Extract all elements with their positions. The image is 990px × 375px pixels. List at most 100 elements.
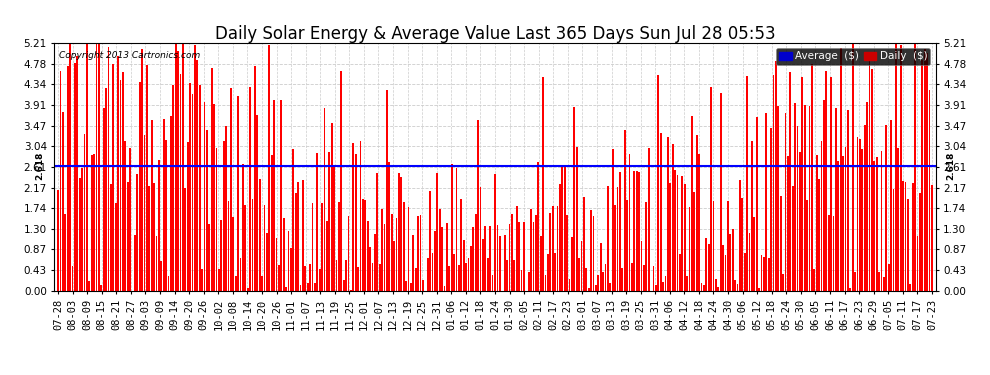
Bar [446, 223, 447, 291]
Bar [679, 254, 681, 291]
Bar [833, 216, 835, 291]
Bar [194, 45, 196, 291]
Bar [789, 72, 791, 291]
Bar [144, 135, 146, 291]
Bar [352, 143, 354, 291]
Bar [134, 235, 136, 291]
Bar [467, 258, 469, 291]
Bar [125, 141, 126, 291]
Bar [408, 207, 410, 291]
Bar [256, 115, 258, 291]
Bar [86, 44, 88, 291]
Bar [290, 248, 292, 291]
Bar [645, 202, 647, 291]
Bar [551, 206, 553, 291]
Bar [251, 199, 253, 291]
Bar [722, 245, 724, 291]
Bar [350, 290, 351, 291]
Bar [831, 77, 832, 291]
Bar [878, 272, 880, 291]
Bar [636, 171, 638, 291]
Bar [718, 287, 719, 291]
Bar [859, 140, 861, 291]
Bar [725, 255, 727, 291]
Bar [417, 216, 419, 291]
Bar [516, 206, 518, 291]
Bar [703, 285, 705, 291]
Bar [69, 43, 71, 291]
Bar [619, 172, 621, 291]
Bar [96, 43, 97, 291]
Bar [746, 75, 748, 291]
Text: 2.618: 2.618 [35, 152, 44, 180]
Bar [410, 284, 412, 291]
Bar [117, 56, 119, 291]
Bar [602, 272, 604, 291]
Bar [669, 183, 671, 291]
Bar [388, 162, 390, 291]
Bar [213, 104, 215, 291]
Bar [225, 126, 227, 291]
Bar [271, 155, 272, 291]
Bar [280, 100, 282, 291]
Bar [504, 236, 506, 291]
Bar [494, 174, 496, 291]
Bar [770, 128, 772, 291]
Bar [374, 234, 376, 291]
Bar [321, 203, 323, 291]
Bar [240, 258, 242, 291]
Bar [463, 240, 464, 291]
Bar [854, 272, 856, 291]
Bar [905, 182, 907, 291]
Bar [179, 74, 181, 291]
Text: 2.618: 2.618 [946, 152, 955, 180]
Bar [546, 254, 548, 291]
Bar [398, 173, 400, 291]
Bar [823, 100, 825, 291]
Bar [893, 189, 894, 291]
Bar [288, 231, 289, 291]
Bar [187, 142, 189, 291]
Bar [797, 126, 798, 291]
Bar [432, 253, 434, 291]
Bar [765, 113, 767, 291]
Bar [347, 216, 349, 291]
Bar [300, 285, 301, 291]
Bar [472, 227, 474, 291]
Bar [177, 51, 179, 291]
Bar [420, 215, 422, 291]
Bar [455, 168, 457, 291]
Bar [376, 173, 378, 291]
Bar [693, 192, 695, 291]
Bar [314, 283, 316, 291]
Bar [720, 93, 722, 291]
Bar [768, 258, 769, 291]
Bar [98, 43, 100, 291]
Bar [405, 281, 407, 291]
Bar [931, 184, 933, 291]
Bar [856, 137, 858, 291]
Bar [743, 253, 745, 291]
Bar [189, 83, 191, 291]
Bar [585, 268, 587, 291]
Bar [172, 85, 174, 291]
Text: Copyright 2013 Cartronics.com: Copyright 2013 Cartronics.com [58, 51, 200, 60]
Bar [763, 257, 765, 291]
Bar [662, 282, 664, 291]
Bar [453, 254, 455, 291]
Bar [605, 264, 606, 291]
Bar [713, 201, 715, 291]
Bar [367, 221, 368, 291]
Bar [686, 276, 688, 291]
Bar [780, 196, 781, 291]
Bar [513, 260, 515, 291]
Bar [139, 82, 141, 291]
Bar [835, 108, 837, 291]
Bar [199, 85, 201, 291]
Bar [868, 56, 870, 291]
Bar [275, 238, 277, 291]
Bar [160, 261, 162, 291]
Bar [876, 157, 877, 291]
Bar [912, 183, 914, 291]
Bar [331, 123, 333, 291]
